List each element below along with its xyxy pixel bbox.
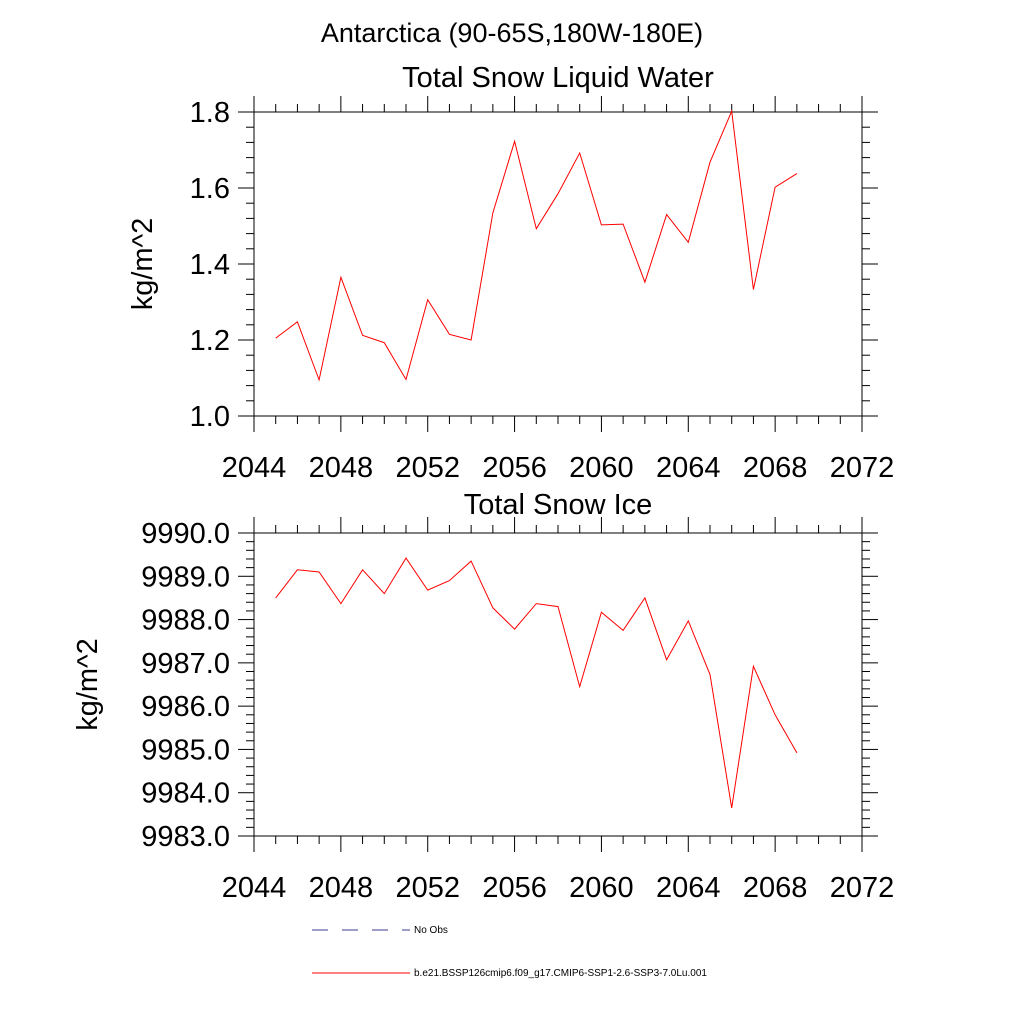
snow-ice-xtick-label: 2052 — [395, 872, 460, 904]
liquid-water-ytick-label: 1.2 — [190, 325, 230, 357]
snow-ice-ytick-label: 9986.0 — [141, 691, 230, 723]
snow-ice-xtick-label: 2064 — [656, 872, 721, 904]
liquid-water-xtick-label: 2072 — [830, 452, 895, 484]
snow-ice-ytick-label: 9983.0 — [141, 821, 230, 853]
liquid-water-ytick-label: 1.8 — [190, 97, 230, 129]
liquid-water-xtick-label: 2044 — [222, 452, 287, 484]
snow-ice-ytick-label: 9988.0 — [141, 605, 230, 637]
liquid-water-xtick-label: 2068 — [743, 452, 808, 484]
liquid-water-xtick-label: 2064 — [656, 452, 721, 484]
liquid-water-ytick-label: 1.0 — [190, 401, 230, 433]
snow-ice-panel: Total Snow Ice kg/m^2 2044 2048 2052 2056 2060… — [72, 489, 894, 904]
snow-ice-plot-frame — [253, 532, 863, 837]
snow-ice-ytick-label: 9989.0 — [141, 561, 230, 593]
liquid-water-ytick-label: 1.4 — [190, 249, 230, 281]
snow-ice-xtick-label: 2060 — [569, 872, 634, 904]
snow-ice-xtick-label: 2044 — [222, 872, 287, 904]
figure-super-title: Antarctica (90-65S,180W-180E) — [321, 18, 703, 48]
snow-ice-ytick-label: 9985.0 — [141, 734, 230, 766]
liquid-water-xtick-label: 2056 — [482, 452, 547, 484]
liquid-water-xtick-label: 2048 — [309, 452, 374, 484]
snow-ice-ytick-label: 9984.0 — [141, 778, 230, 810]
snow-ice-ylabel: kg/m^2 — [72, 638, 104, 731]
liquid-water-plot-frame — [253, 111, 863, 417]
snow-ice-xtick-label: 2056 — [482, 872, 547, 904]
liquid-water-xtick-label: 2060 — [569, 452, 634, 484]
snow-ice-series-line — [275, 557, 798, 808]
snow-liquid-water-panel: Total Snow Liquid Water kg/m^2 2044 2048 205… — [127, 62, 894, 484]
liquid-water-title: Total Snow Liquid Water — [402, 62, 714, 94]
liquid-water-ytick-label: 1.6 — [190, 173, 230, 205]
snow-ice-xtick-label: 2072 — [830, 872, 895, 904]
legend: No Obs b.e21.BSSP126cmip6.f09_g17.CMIP6-S… — [312, 925, 707, 979]
snow-ice-xtick-label: 2068 — [743, 872, 808, 904]
snow-ice-title: Total Snow Ice — [464, 489, 653, 521]
snow-ice-ytick-label: 9990.0 — [141, 518, 230, 550]
legend-model-label: b.e21.BSSP126cmip6.f09_g17.CMIP6-SSP1-2.… — [414, 968, 707, 979]
liquid-water-ylabel: kg/m^2 — [127, 218, 159, 311]
liquid-water-xtick-label: 2052 — [395, 452, 460, 484]
legend-no-obs-label: No Obs — [414, 925, 448, 936]
liquid-water-series-line — [275, 109, 798, 382]
snow-ice-ytick-label: 9987.0 — [141, 648, 230, 680]
snow-ice-xtick-label: 2048 — [309, 872, 374, 904]
